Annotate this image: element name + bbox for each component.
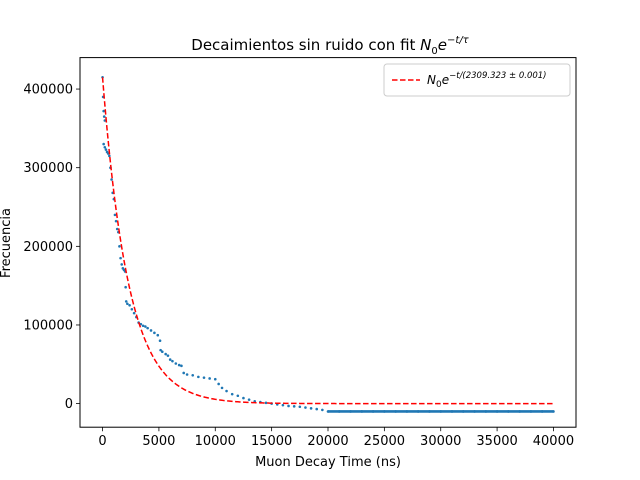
legend-entry-math-base: N bbox=[427, 73, 436, 87]
x-tick-label: 0 bbox=[98, 434, 106, 449]
scatter-point bbox=[115, 227, 119, 231]
scatter-point bbox=[159, 348, 162, 352]
scatter-point bbox=[102, 115, 106, 118]
x-tick-label: 20000 bbox=[307, 434, 348, 449]
scatter-point bbox=[153, 331, 156, 335]
scatter-point bbox=[304, 406, 307, 409]
scatter-point bbox=[132, 311, 136, 315]
scatter-point bbox=[119, 256, 122, 260]
scatter-point bbox=[177, 363, 181, 367]
scatter-point bbox=[191, 374, 195, 377]
scatter-point bbox=[242, 396, 245, 400]
scatter-point bbox=[149, 329, 153, 332]
x-axis-label: Muon Decay Time (ns) bbox=[255, 455, 401, 470]
y-tick-label: 200000 bbox=[23, 240, 73, 255]
y-tick-label: 300000 bbox=[23, 161, 73, 176]
scatter-point bbox=[141, 324, 145, 328]
scatter-point bbox=[321, 408, 324, 412]
scatter-point bbox=[113, 213, 117, 217]
scatter-point bbox=[315, 407, 319, 411]
scatter-point bbox=[168, 358, 172, 361]
scatter-point bbox=[182, 371, 186, 375]
chart-title-text: Decaimientos sin ruido con fit bbox=[191, 36, 420, 54]
scatter-point bbox=[164, 352, 167, 356]
scatter-point bbox=[309, 407, 313, 410]
scatter-point bbox=[247, 398, 251, 401]
y-axis-ticks: 0 100000 200000 300000 400000 bbox=[23, 83, 80, 412]
legend-box bbox=[383, 63, 571, 97]
legend-entry-math-e: e bbox=[442, 73, 449, 87]
scatter-point bbox=[118, 245, 121, 248]
scatter-point bbox=[197, 375, 200, 379]
chart-title: Decaimientos sin ruido con fit N0e−t/τ bbox=[191, 35, 469, 57]
scatter-point bbox=[264, 401, 268, 405]
chart-title-math-e: e bbox=[438, 36, 447, 54]
scatter-point bbox=[230, 392, 234, 396]
x-tick-label: 35000 bbox=[476, 434, 517, 449]
legend-entry-fit: N0e−t/(2309.323 ± 0.001) bbox=[427, 71, 546, 90]
x-tick-label: 30000 bbox=[420, 434, 461, 449]
scatter-point bbox=[124, 285, 127, 289]
scatter-point bbox=[171, 359, 174, 363]
x-tick-label: 10000 bbox=[195, 434, 236, 449]
scatter-point bbox=[174, 362, 178, 365]
scatter-point bbox=[298, 405, 302, 409]
chart-title-math-exp: −t/τ bbox=[447, 35, 470, 46]
y-tick-label: 100000 bbox=[23, 318, 73, 333]
x-tick-label: 15000 bbox=[251, 434, 292, 449]
scatter-point bbox=[108, 154, 111, 158]
axes-frame bbox=[79, 57, 577, 428]
scatter-point bbox=[156, 333, 160, 337]
scatter-point bbox=[144, 325, 147, 328]
scatter-point bbox=[126, 302, 129, 306]
scatter-point bbox=[217, 382, 220, 386]
scatter-point bbox=[287, 404, 290, 408]
scatter-point bbox=[102, 142, 105, 146]
scatter-point bbox=[166, 354, 170, 357]
scatter-series bbox=[101, 75, 555, 413]
scatter-point bbox=[160, 350, 164, 354]
chart-title-math-base: N bbox=[420, 36, 431, 54]
scatter-point bbox=[180, 364, 183, 368]
y-tick-label: 400000 bbox=[23, 83, 73, 98]
legend: N0e−t/(2309.323 ± 0.001) bbox=[383, 63, 571, 97]
scatter-point bbox=[213, 377, 217, 381]
scatter-point bbox=[236, 394, 240, 398]
x-tick-label: 25000 bbox=[364, 434, 405, 449]
chart-title-math-sub: 0 bbox=[431, 46, 437, 57]
scatter-point bbox=[102, 109, 105, 113]
scatter-point bbox=[185, 373, 189, 376]
scatter-point bbox=[158, 339, 162, 343]
legend-entry-math-sub: 0 bbox=[436, 80, 442, 90]
scatter-point bbox=[124, 300, 128, 303]
scatter-point bbox=[146, 326, 149, 330]
legend-entry-math-exp: −t/(2309.323 ± 0.001) bbox=[449, 71, 546, 81]
plot-content bbox=[101, 75, 555, 413]
scatter-point bbox=[292, 405, 296, 408]
scatter-point bbox=[208, 377, 211, 380]
scatter-point bbox=[114, 219, 118, 223]
scatter-point bbox=[120, 263, 124, 266]
fit-line bbox=[101, 77, 554, 405]
x-tick-label: 5000 bbox=[142, 434, 175, 449]
y-tick-label: 0 bbox=[65, 397, 73, 412]
scatter-point bbox=[220, 386, 224, 390]
scatter-point bbox=[281, 403, 285, 407]
scatter-point bbox=[103, 145, 107, 149]
scatter-point bbox=[225, 389, 228, 393]
x-axis-ticks: 0 5000 10000 15000 20000 25000 30000 35000 40000 bbox=[98, 427, 574, 449]
scatter-point bbox=[104, 148, 108, 151]
scatter-point bbox=[128, 304, 131, 307]
scatter-point bbox=[202, 376, 206, 379]
scatter-point bbox=[130, 307, 134, 311]
scatter-point bbox=[110, 178, 113, 181]
y-axis-label: Frecuencia bbox=[0, 208, 14, 278]
x-tick-label: 40000 bbox=[533, 434, 574, 449]
